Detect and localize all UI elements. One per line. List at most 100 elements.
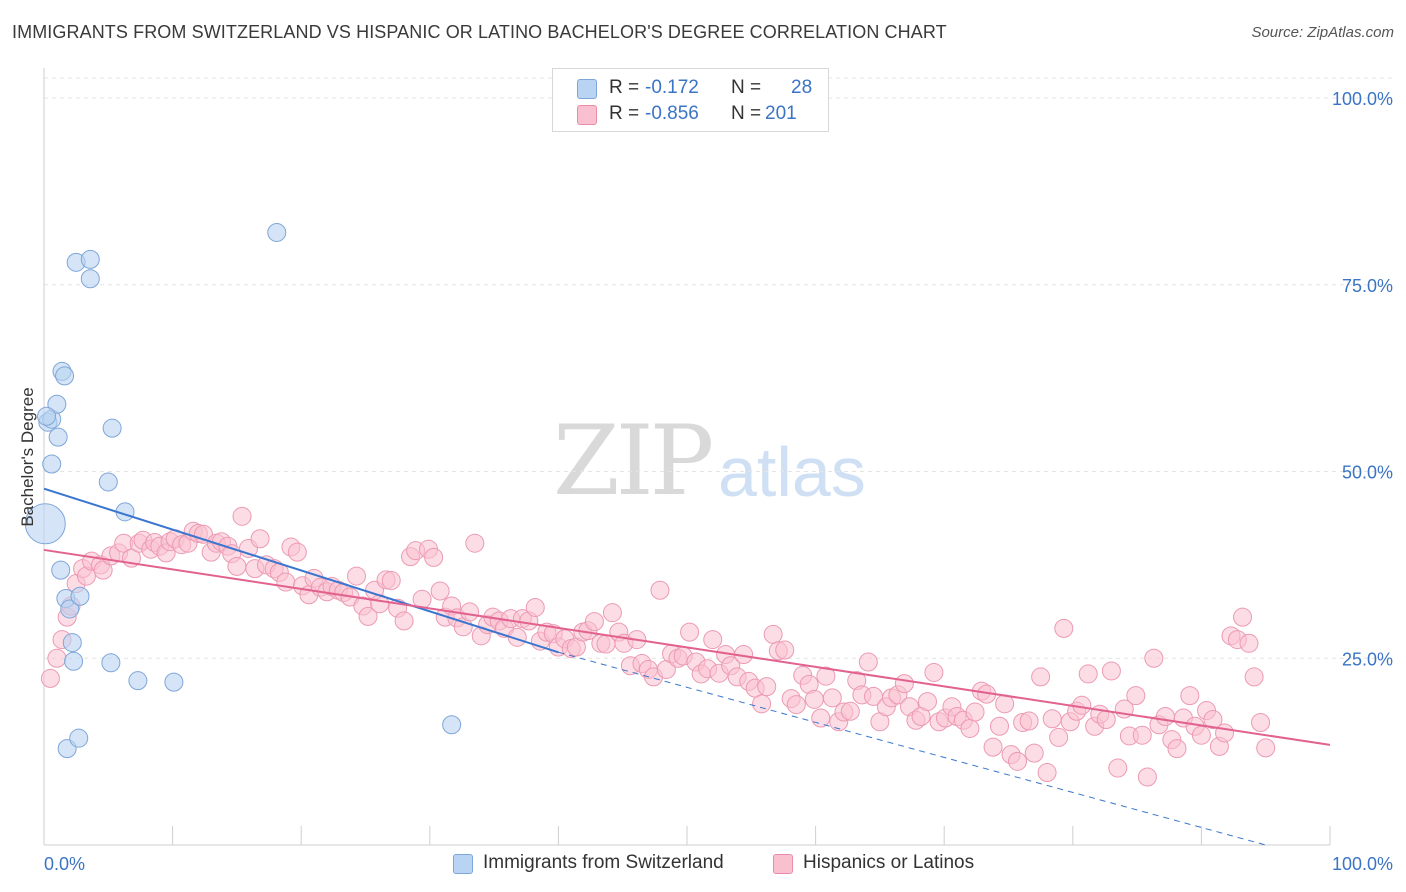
hispanic-point (1233, 607, 1253, 627)
legend-n-value: 28 (791, 77, 813, 98)
legend-swatch-hispanic (577, 105, 597, 125)
hispanic-point (816, 666, 836, 686)
hispanic-point (703, 630, 723, 650)
hispanic-point (1031, 667, 1051, 687)
x-tick-label: 100.0% (1332, 854, 1393, 874)
hispanic-point (960, 718, 980, 738)
hispanic-point (1191, 725, 1211, 745)
watermark-zip: ZIP (553, 405, 714, 517)
source-label: Source: ZipAtlas.com (1251, 24, 1394, 41)
hispanic-point (584, 612, 604, 632)
hispanic-point (757, 677, 777, 697)
y-tick-label: 75.0% (1342, 276, 1393, 296)
hispanic-point (430, 581, 450, 601)
swiss-point (69, 728, 89, 748)
swiss-point (442, 715, 462, 735)
hispanic-point (752, 694, 772, 714)
x-tick-label: 0.0% (44, 854, 85, 874)
hispanic-point (983, 737, 1003, 757)
hispanic-point (287, 542, 307, 562)
hispanic-point (40, 668, 60, 688)
swiss-point (267, 222, 287, 242)
swiss-point (128, 671, 148, 691)
swiss-point (164, 672, 184, 692)
swiss-points-layer (24, 222, 462, 759)
hispanic-point (47, 648, 67, 668)
hispanic-point (1144, 648, 1164, 668)
swiss-point (51, 560, 71, 580)
legend-r-label: R = (609, 103, 640, 124)
hispanic-point (602, 603, 622, 623)
hispanic-point (525, 597, 545, 617)
correlation-legend: R = -0.172 N = 28 R = -0.856 N = 201 (552, 68, 829, 132)
swiss-point (101, 653, 121, 673)
bottom-legend-label-swiss: Immigrants from Switzerland (483, 852, 724, 873)
hispanic-point (1155, 707, 1175, 727)
axis-layer (43, 68, 1331, 846)
hispanic-point (232, 506, 252, 526)
swiss-point (24, 503, 66, 545)
swiss-point (70, 586, 90, 606)
hispanic-point (763, 624, 783, 644)
swiss-trend-extension (558, 651, 1266, 846)
hispanic-point (650, 580, 670, 600)
swiss-trend-line (43, 487, 559, 654)
swiss-point (98, 472, 118, 492)
hispanic-point (1049, 727, 1069, 747)
hispanic-point (1137, 767, 1157, 787)
legend-r-label: R = (609, 77, 640, 98)
bottom-legend-swatch-hispanic (773, 854, 793, 874)
legend-r-value: -0.172 (645, 77, 699, 98)
hispanic-point (1251, 712, 1271, 732)
hispanic-point (858, 652, 878, 672)
swiss-point (55, 366, 75, 386)
swiss-point (42, 454, 62, 474)
y-tick-label: 100.0% (1332, 89, 1393, 109)
hispanic-point (1019, 711, 1039, 731)
hispanic-point (840, 701, 860, 721)
swiss-point (62, 633, 82, 653)
swiss-point (80, 269, 100, 289)
hispanic-point (965, 702, 985, 722)
hispanic-point (775, 640, 795, 660)
chart-title: IMMIGRANTS FROM SWITZERLAND VS HISPANIC … (12, 22, 947, 42)
hispanic-point (1054, 618, 1074, 638)
hispanic-point (680, 622, 700, 642)
hispanic-point (1244, 667, 1264, 687)
swiss-point (48, 427, 68, 447)
hispanic-point (227, 556, 247, 576)
hispanic-point (1078, 664, 1098, 684)
swiss-point (80, 249, 100, 269)
hispanic-point (358, 606, 378, 626)
hispanic-point (250, 529, 270, 549)
hispanic-point (1042, 709, 1062, 729)
hispanic-point (811, 708, 831, 728)
bottom-legend-swatch-swiss (453, 854, 473, 874)
y-axis-title: Bachelor's Degree (18, 387, 37, 526)
hispanic-point (1101, 661, 1121, 681)
swiss-point (60, 599, 80, 619)
hispanic-point (346, 566, 366, 586)
hispanic-point (894, 674, 914, 694)
hispanic-point (1239, 633, 1259, 653)
y-tick-label: 50.0% (1342, 463, 1393, 483)
hispanic-point (394, 611, 414, 631)
hispanic-point (1008, 751, 1028, 771)
hispanic-point (1126, 686, 1146, 706)
bottom-legend-label-hispanic: Hispanics or Latinos (803, 852, 975, 873)
hispanic-point (917, 692, 937, 712)
hispanic-point (1108, 758, 1128, 778)
hispanic-point (1215, 723, 1235, 743)
hispanic-point (465, 533, 485, 553)
hispanic-point (804, 689, 824, 709)
hispanic-point (1167, 739, 1187, 759)
hispanic-point (822, 688, 842, 708)
legend-n-label: N = (731, 103, 762, 124)
legend-swatch-swiss (577, 79, 597, 99)
hispanic-point (989, 716, 1009, 736)
legend-n-label: N = (731, 77, 762, 98)
tick-labels-layer: 25.0% 50.0% 75.0% 100.0% 0.0% 100.0% Bachelor'… (18, 89, 1393, 874)
hispanic-point (1203, 710, 1223, 730)
hispanic-point (424, 547, 444, 567)
